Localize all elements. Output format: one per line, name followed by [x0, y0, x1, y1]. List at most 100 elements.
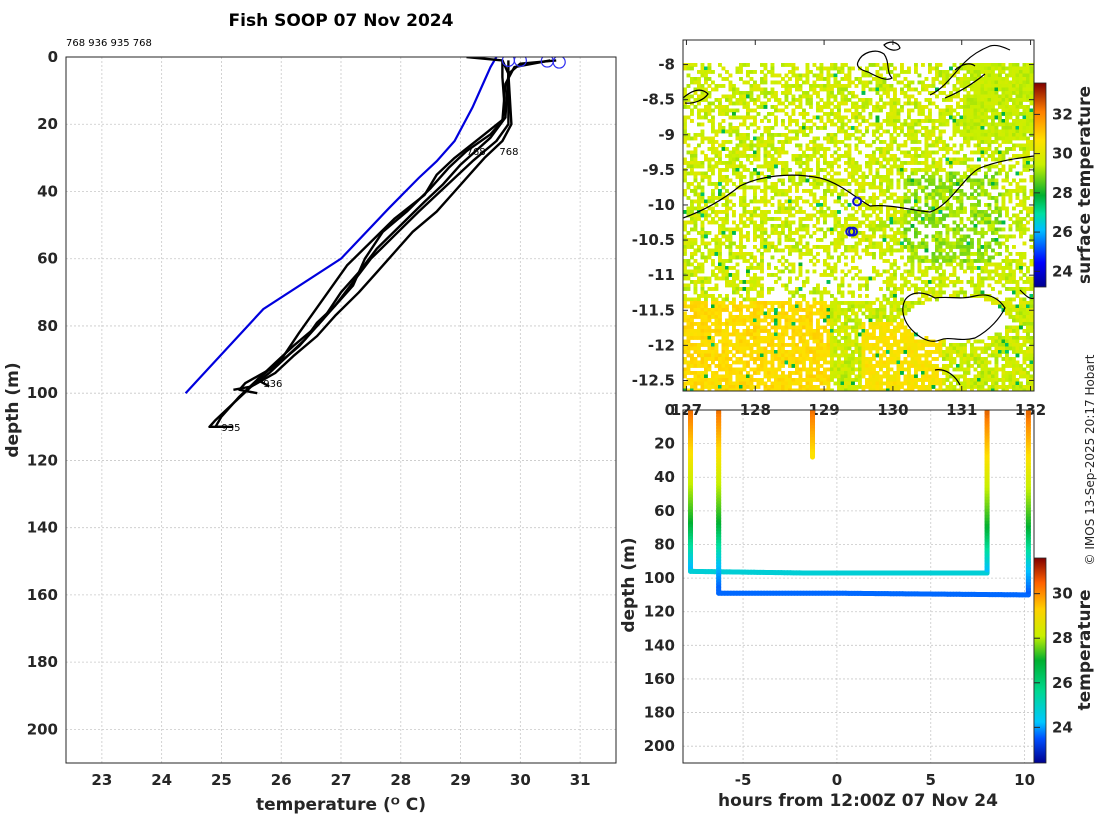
- sst-pixel: [781, 283, 785, 288]
- sst-pixel: [949, 157, 953, 162]
- sst-pixel: [732, 329, 736, 333]
- sst-pixel: [812, 224, 817, 228]
- sst-pixel: [742, 80, 747, 85]
- sst-pixel: [830, 308, 834, 312]
- sst-pixel: [1026, 84, 1030, 88]
- sst-pixel: [725, 336, 729, 340]
- sst-pixel: [686, 73, 691, 78]
- sst-pixel: [728, 227, 733, 232]
- sst-pixel: [854, 210, 859, 214]
- sst-pixel: [1008, 297, 1013, 302]
- sst-pixel: [868, 112, 873, 116]
- sst-pixel: [924, 241, 929, 246]
- sst-pixel: [1019, 297, 1023, 302]
- sst-pixel: [1005, 175, 1009, 179]
- sst-pixel: [952, 63, 957, 67]
- sst-pixel: [837, 182, 841, 186]
- sst-pixel: [966, 248, 971, 253]
- sst-pixel: [994, 241, 999, 246]
- sst-pixel: [900, 255, 904, 260]
- sst-pixel: [721, 108, 726, 113]
- sst-pixel: [980, 182, 985, 186]
- sst-pixel: [693, 213, 698, 218]
- sst-pixel: [721, 350, 726, 354]
- sst-pixel: [770, 157, 775, 162]
- sst-pixel: [984, 220, 988, 225]
- sst-pixel: [704, 112, 708, 116]
- sst-pixel: [865, 287, 869, 291]
- sst-pixel: [763, 63, 768, 67]
- sst-pixel: [896, 304, 901, 309]
- sst-pixel: [683, 224, 687, 228]
- sst-pixel: [921, 287, 925, 291]
- sst-pixel: [889, 346, 894, 351]
- sst-pixel: [966, 339, 971, 344]
- sst-pixel: [826, 245, 831, 249]
- sst-pixel: [942, 343, 946, 347]
- sst-pixel: [907, 66, 911, 71]
- sst-pixel: [952, 161, 957, 165]
- sst-pixel: [987, 66, 992, 71]
- sst-pixel: [945, 234, 950, 239]
- sst-pixel: [735, 276, 740, 281]
- sst-pixel: [1001, 126, 1006, 130]
- sst-pixel: [753, 150, 757, 155]
- sst-pixel: [798, 315, 803, 319]
- sst-pixel: [777, 150, 782, 155]
- sst-pixel: [847, 308, 852, 312]
- sst-pixel: [924, 161, 929, 165]
- sst-pixel: [973, 178, 978, 183]
- sst-pixel: [795, 80, 799, 85]
- sst-pixel: [928, 98, 932, 102]
- sst-pixel: [749, 252, 754, 256]
- sst-pixel: [700, 283, 705, 288]
- sst-pixel: [683, 248, 687, 253]
- sst-pixel: [907, 350, 911, 354]
- sst-pixel: [714, 98, 719, 102]
- sst-pixel: [1022, 315, 1027, 319]
- sst-pixel: [921, 133, 925, 137]
- sst-pixel: [700, 213, 705, 218]
- sst-pixel: [781, 329, 785, 333]
- sst-pixel: [718, 266, 722, 270]
- sst-pixel: [742, 168, 747, 172]
- sst-pixel: [1022, 329, 1027, 333]
- sst-pixel: [809, 126, 813, 130]
- sst-pixel: [704, 98, 708, 102]
- sst-pixel: [1026, 98, 1030, 102]
- sst-pixel: [1005, 150, 1009, 155]
- sst-pixel: [693, 329, 698, 333]
- sst-pixel: [875, 77, 880, 81]
- sst-pixel: [1012, 220, 1016, 225]
- sst-pixel: [707, 336, 712, 340]
- sst-pixel: [795, 210, 799, 214]
- sst-pixel: [942, 353, 946, 358]
- sst-pixel: [784, 238, 789, 242]
- sst-pixel: [683, 315, 687, 319]
- sst-pixel: [735, 318, 740, 323]
- sst-pixel: [721, 161, 726, 165]
- sst-pixel: [893, 217, 897, 221]
- sst-pixel: [690, 157, 694, 162]
- sst-pixel: [830, 119, 834, 123]
- sst-pixel: [851, 343, 855, 347]
- sst-pixel: [872, 129, 876, 134]
- sst-pixel: [760, 283, 764, 288]
- sst-pixel: [903, 122, 908, 127]
- sst-pixel: [1001, 336, 1006, 340]
- sst-pixel: [886, 269, 890, 274]
- sst-pixel: [690, 353, 694, 358]
- sst-pixel: [1022, 339, 1027, 344]
- sst-pixel: [823, 301, 827, 305]
- sst-pixel: [809, 350, 813, 354]
- sst-pixel: [991, 70, 995, 74]
- sst-pixel: [1012, 329, 1016, 333]
- sst-pixel: [998, 150, 1002, 155]
- sst-pixel: [732, 94, 736, 99]
- sst-pixel: [984, 140, 988, 144]
- sst-pixel: [840, 311, 845, 316]
- sst-pixel: [1005, 147, 1009, 151]
- sst-pixel: [686, 231, 691, 235]
- sst-pixel: [872, 311, 876, 316]
